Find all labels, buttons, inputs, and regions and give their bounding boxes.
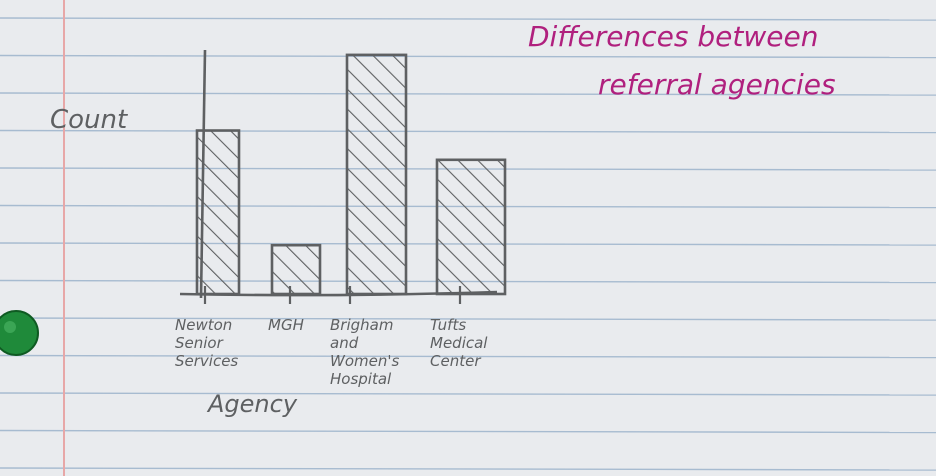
bars: [195, 53, 507, 296]
category-label: Newton Senior Services: [175, 316, 238, 370]
chart-title-line-2: referral agencies: [598, 68, 836, 101]
category-label-line: Tufts: [430, 316, 466, 334]
category-label-line: Medical: [430, 334, 488, 352]
category-label: Tufts Medical Center: [430, 316, 488, 370]
category-label: MGH: [268, 316, 304, 334]
category-label-line: Women's: [330, 352, 399, 370]
ruled-line: [0, 129, 936, 134]
category-label: Brigham and Women's Hospital: [330, 316, 399, 388]
bar: [270, 243, 322, 296]
category-label-line: Newton: [175, 316, 232, 334]
ruled-line: [0, 54, 936, 59]
ruled-line: [0, 392, 936, 396]
y-axis-label: Count: [50, 105, 128, 135]
x-axis-label: Agency: [206, 390, 298, 418]
category-label-line: Center: [430, 352, 481, 370]
ruled-line: [0, 317, 936, 321]
ruled-line: [0, 92, 936, 96]
ruled-line: [0, 429, 936, 434]
category-label-line: and: [330, 334, 359, 352]
category-label-line: Brigham: [330, 316, 393, 334]
category-label-line: Hospital: [330, 370, 392, 388]
ruled-lines: [0, 17, 936, 471]
bar: [435, 158, 507, 296]
ruled-line: [0, 17, 936, 21]
x-ticks: [203, 286, 462, 304]
bar: [345, 53, 408, 296]
bar: [195, 129, 241, 296]
ruled-line: [0, 354, 936, 359]
binder-hole: [0, 310, 39, 356]
category-label-line: Senior: [175, 334, 224, 352]
category-label-line: MGH: [268, 316, 304, 334]
chart-title-line-1: Differences between: [528, 20, 818, 53]
ruled-line: [0, 467, 936, 471]
category-label-line: Services: [175, 352, 238, 370]
category-labels: Newton Senior Services MGH Brigham and Women's…: [175, 316, 488, 388]
